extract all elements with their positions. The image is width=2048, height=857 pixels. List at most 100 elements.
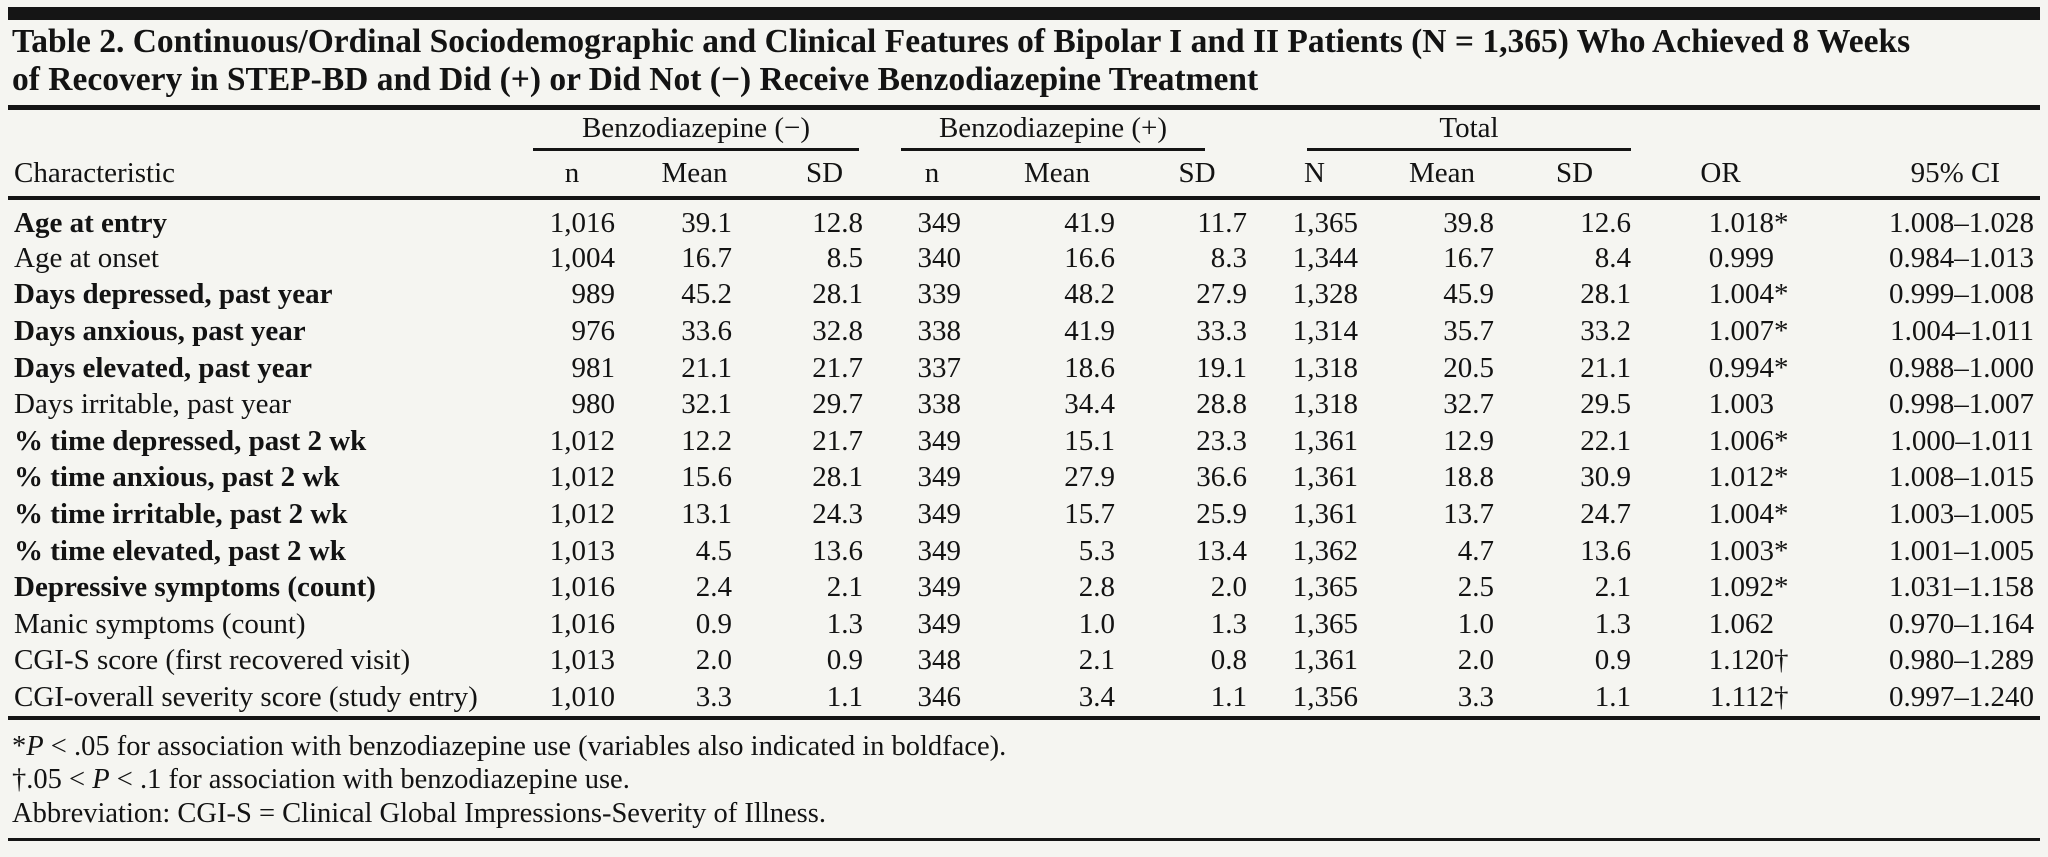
cell-value: 976	[571, 314, 616, 347]
data-table: Characteristic Benzodiazepine (−) Benzod…	[8, 110, 2041, 716]
cell-value: 1,361	[1292, 644, 1359, 677]
cell-value: 1,016	[549, 571, 615, 604]
table-title-line1: Table 2. Continuous/Ordinal Sociodemogra…	[12, 23, 1911, 60]
significance-marker: *	[1774, 534, 1789, 567]
cell-value: 18.6	[1064, 351, 1115, 384]
cell-confidence-interval: 1.004–1.011	[1890, 314, 2035, 347]
cell-value: 1,365	[1292, 571, 1359, 604]
top-heavy-rule	[8, 7, 2040, 20]
cell-value: 338	[917, 388, 962, 421]
significance-marker: †	[1774, 644, 1789, 677]
significance-marker: *	[1774, 278, 1789, 311]
footnote-text: *	[12, 730, 27, 762]
footnote-line: Abbreviation: CGI-S = Clinical Global Im…	[12, 797, 2036, 831]
cell-odds-ratio: 1.120†	[1643, 643, 1798, 680]
cell-value: 34.4	[1064, 388, 1115, 421]
odds-ratio-value: 1.012	[1708, 461, 1775, 494]
cell-value: 35.7	[1443, 314, 1495, 347]
cell-value: 2.0	[1457, 644, 1495, 677]
cell-value: 16.7	[681, 241, 732, 274]
sub-header-row: n Mean SD n Mean SD N Mean SD	[8, 151, 2040, 200]
cell-value: 21.7	[812, 351, 863, 384]
cell-value: 0.9	[826, 644, 863, 677]
group-header-total: Total	[1263, 110, 1643, 151]
cell-value: 15.6	[681, 461, 732, 494]
cell-value: 8.4	[1594, 241, 1632, 274]
table-title-line2: of Recovery in STEP-BD and Did (+) or Di…	[12, 61, 1259, 98]
cell-value: 337	[917, 351, 962, 384]
significance-marker: *	[1774, 461, 1789, 494]
cell-value: 1,365	[1292, 607, 1359, 640]
cell-value: 1.3	[1210, 607, 1248, 640]
footnote-text: †.05 <	[12, 764, 93, 796]
cell-value: 45.9	[1443, 278, 1495, 311]
cell-value: 1,361	[1292, 424, 1359, 457]
table-row: Days elevated, past year 981 21.1 21.7 337 18…	[8, 350, 2040, 387]
cell-value: 39.8	[1443, 207, 1495, 239]
col-header-sd-plus: SD	[1143, 151, 1264, 200]
cell-confidence-interval: 0.988–1.000	[1889, 351, 2035, 384]
cell-value: 349	[917, 461, 962, 494]
row-characteristic-label: Age at entry	[14, 207, 168, 239]
cell-value: 29.5	[1580, 388, 1632, 421]
significance-marker: *	[1774, 351, 1789, 384]
table-row: Days depressed, past year 989 45.2 28.1 339 4…	[8, 277, 2040, 314]
title-separator-rule	[8, 105, 2040, 110]
cell-value: 13.1	[681, 497, 732, 530]
cell-value: 1,314	[1292, 314, 1359, 347]
cell-confidence-interval: 0.999–1.008	[1889, 278, 2035, 311]
cell-value: 1,362	[1292, 534, 1359, 567]
cell-odds-ratio: 0.999	[1643, 240, 1798, 277]
cell-value: 1.0	[1078, 607, 1115, 640]
cell-value: 8.5	[826, 241, 863, 274]
table-body: Age at entry 1,016 39.1 12.8 349 41.9 11.7 1,36…	[8, 198, 2040, 716]
cell-odds-ratio: 1.062	[1643, 606, 1798, 643]
cell-value: 1,318	[1292, 351, 1359, 384]
cell-value: 2.1	[826, 571, 863, 604]
cell-value: 21.1	[1580, 351, 1632, 384]
cell-value: 29.7	[812, 388, 863, 421]
cell-value: 1,012	[549, 461, 615, 494]
table-row: % time depressed, past 2 wk 1,012 12.2 21.7…	[8, 423, 2040, 460]
cell-value: 15.1	[1064, 424, 1115, 457]
cell-value: 28.8	[1196, 388, 1248, 421]
row-characteristic-label: % time elevated, past 2 wk	[14, 534, 346, 567]
cell-value: 1.3	[826, 607, 863, 640]
cell-confidence-interval: 0.984–1.013	[1889, 241, 2035, 274]
cell-odds-ratio: 1.018*	[1643, 198, 1798, 240]
cell-value: 1,361	[1292, 497, 1359, 530]
row-characteristic-label: Depressive symptoms (count)	[14, 571, 376, 604]
odds-ratio-value: 1.112	[1709, 680, 1775, 713]
odds-ratio-value: 1.092	[1708, 571, 1775, 604]
cell-value: 1,361	[1292, 461, 1359, 494]
footnote-italic-p: P	[92, 764, 110, 796]
odds-ratio-value: 0.994	[1708, 351, 1775, 384]
cell-value: 33.2	[1580, 314, 1632, 347]
odds-ratio-value: 1.062	[1708, 607, 1775, 640]
cell-value: 1,318	[1292, 388, 1359, 421]
row-characteristic-label: % time anxious, past 2 wk	[14, 461, 340, 494]
odds-ratio-value: 1.004	[1708, 497, 1775, 530]
cell-value: 338	[917, 314, 962, 347]
cell-value: 8.3	[1210, 241, 1248, 274]
cell-value: 36.6	[1196, 461, 1248, 494]
cell-value: 39.1	[681, 207, 732, 239]
col-header-n-plus: n	[893, 151, 983, 200]
cell-value: 2.1	[1594, 571, 1632, 604]
col-header-n-minus: n	[523, 151, 633, 200]
table-row: CGI-overall severity score (study entry)…	[8, 679, 2040, 716]
cell-value: 48.2	[1064, 278, 1115, 311]
cell-value: 4.7	[1457, 534, 1495, 567]
cell-odds-ratio: 1.003*	[1643, 533, 1798, 570]
odds-ratio-value: 0.999	[1708, 241, 1775, 274]
row-characteristic-label: Days elevated, past year	[14, 351, 313, 384]
cell-value: 1,013	[549, 534, 615, 567]
cell-value: 28.1	[812, 278, 863, 311]
table-row: Depressive symptoms (count) 1,016 2.4 2.1 34…	[8, 569, 2040, 606]
cell-value: 346	[917, 680, 962, 713]
row-characteristic-label: Manic symptoms (count)	[14, 607, 306, 640]
table-row: % time elevated, past 2 wk 1,013 4.5 13.6 34…	[8, 533, 2040, 570]
col-header-mean-minus: Mean	[633, 151, 768, 200]
cell-value: 32.7	[1443, 388, 1495, 421]
cell-value: 20.5	[1443, 351, 1495, 384]
